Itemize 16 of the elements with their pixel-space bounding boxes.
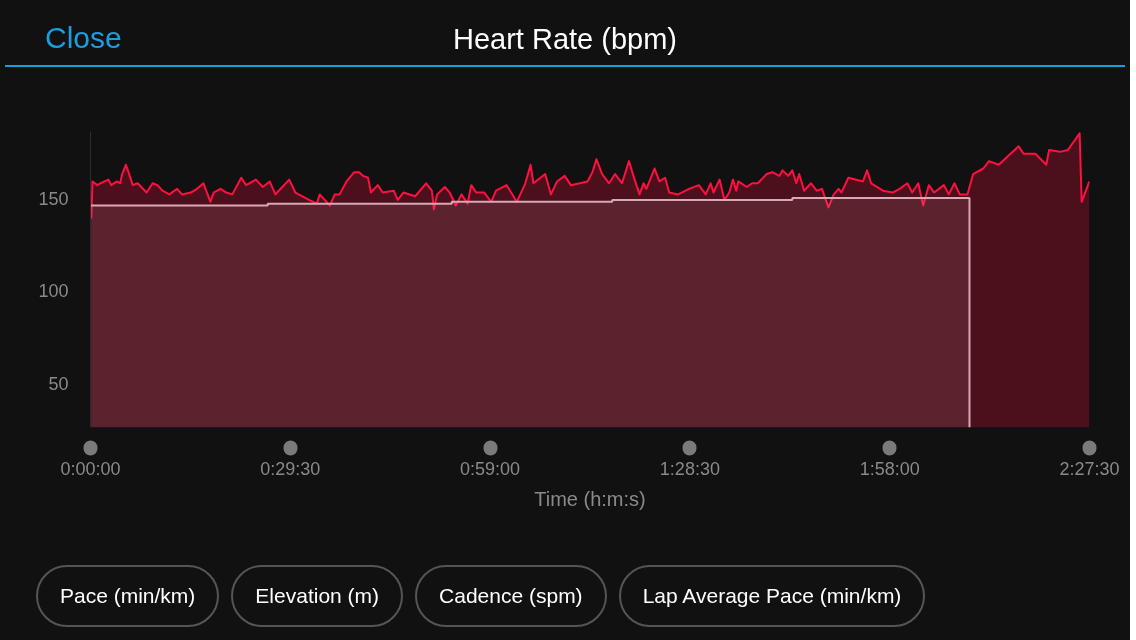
y-tick-label: 50	[48, 373, 69, 394]
text: Lap Average Pace (min/km)	[618, 565, 926, 627]
x-tick-label: 1:58:00	[859, 458, 920, 479]
y-tick-label: 100	[38, 281, 69, 302]
text: Cadence (spm)	[415, 565, 607, 627]
x-tick-label: 0:59:00	[460, 458, 521, 479]
text: Pace (min/km)	[36, 565, 220, 627]
x-tick-label: 0:00:00	[60, 458, 121, 479]
y-tick-label: 150	[38, 188, 69, 209]
text: Elevation (m)	[231, 565, 404, 627]
x-axis-title: Time (h:m:s)	[534, 487, 646, 510]
text: Close	[45, 20, 122, 56]
x-tick-label: 1:28:30	[659, 458, 720, 479]
chart-title: Heart Rate (bpm)	[452, 22, 678, 57]
x-tick-label: 2:27:30	[1059, 458, 1120, 479]
x-tick-label: 0:29:30	[260, 458, 321, 479]
